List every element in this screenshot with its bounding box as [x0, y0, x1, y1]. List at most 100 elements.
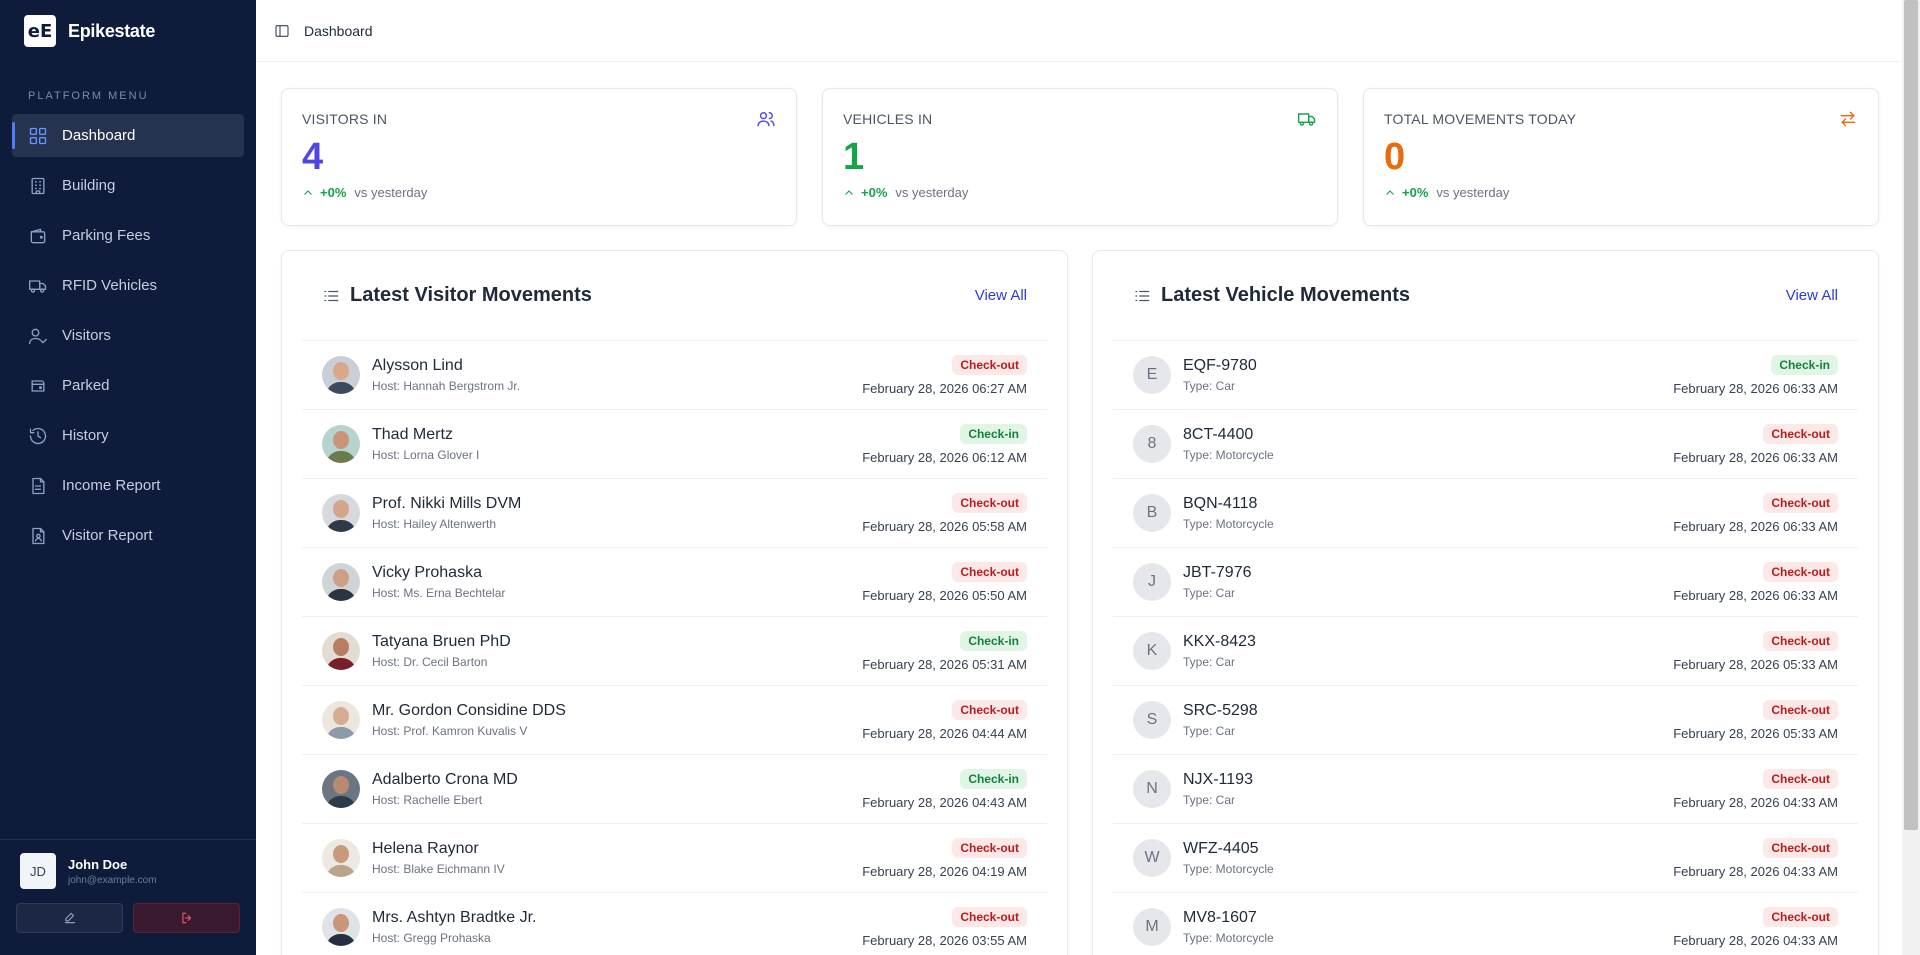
list-icon — [324, 290, 339, 301]
sidebar-item-rfid-vehicles[interactable]: RFID Vehicles — [12, 264, 244, 307]
timestamp: February 28, 2026 05:31 AM — [862, 656, 1027, 672]
swap-icon — [1840, 111, 1856, 127]
visitor-row[interactable]: Mrs. Ashtyn Bradtke Jr. Host: Gregg Proh… — [302, 893, 1047, 955]
status-badge: Check-out — [1763, 837, 1838, 858]
vehicle-type: Type: Car — [1183, 724, 1236, 738]
timestamp: February 28, 2026 06:33 AM — [1673, 380, 1838, 396]
plate-number: 8CT-4400 — [1183, 426, 1254, 443]
sidebar-item-label: Dashboard — [62, 127, 136, 144]
edit-profile-button[interactable] — [16, 903, 123, 933]
status-badge: Check-out — [952, 354, 1027, 375]
vehicle-row[interactable]: W WFZ-4405 Type: Motorcycle Check-out Fe… — [1113, 824, 1858, 893]
avatar[interactable]: JD — [20, 853, 56, 889]
vehicle-type: Type: Car — [1183, 379, 1236, 393]
vehicle-type: Type: Car — [1183, 793, 1236, 807]
vehicle-type: Type: Motorcycle — [1183, 862, 1274, 876]
vehicle-type: Type: Motorcycle — [1183, 517, 1274, 531]
vehicle-row[interactable]: B BQN-4118 Type: Motorcycle Check-out Fe… — [1113, 479, 1858, 548]
sidebar-item-visitors[interactable]: Visitors — [12, 314, 244, 357]
sidebar-item-parked[interactable]: Parked — [12, 364, 244, 407]
visitor-row[interactable]: Tatyana Bruen PhD Host: Dr. Cecil Barton… — [302, 617, 1047, 686]
sidebar-item-income-report[interactable]: Income Report — [12, 464, 244, 507]
timestamp: February 28, 2026 05:33 AM — [1673, 656, 1838, 672]
vehicle-initial: J — [1133, 563, 1171, 601]
avatar — [322, 701, 360, 739]
stat-change: +0% — [861, 185, 888, 200]
history-icon — [29, 427, 47, 444]
users-icon — [757, 112, 775, 127]
sidebar-item-visitor-report[interactable]: Visitor Report — [12, 514, 244, 557]
view-all-visitors-link[interactable]: View All — [974, 287, 1027, 304]
stat-value: 1 — [843, 136, 865, 178]
vehicle-row[interactable]: K KKX-8423 Type: Car Check-out February … — [1113, 617, 1858, 686]
brand[interactable]: eE Epikestate — [0, 0, 256, 62]
status-badge: Check-in — [960, 423, 1027, 444]
avatar — [322, 563, 360, 601]
building-icon — [31, 177, 45, 194]
vehicle-type: Type: Car — [1183, 655, 1236, 669]
vehicle-row[interactable]: J JBT-7976 Type: Car Check-out February … — [1113, 548, 1858, 617]
list-icon — [1135, 290, 1150, 301]
vehicle-row[interactable]: 8 8CT-4400 Type: Motorcycle Check-out Fe… — [1113, 410, 1858, 479]
sidebar-item-history[interactable]: History — [12, 414, 244, 457]
plate-number: SRC-5298 — [1183, 702, 1258, 719]
wallet-icon — [30, 228, 46, 243]
visitor-row[interactable]: Thad Mertz Host: Lorna Glover I Check-in… — [302, 410, 1047, 479]
status-badge: Check-out — [1763, 630, 1838, 651]
plate-number: KKX-8423 — [1183, 633, 1256, 650]
edit-icon — [64, 912, 75, 924]
stat-compare: vs yesterday — [895, 185, 969, 200]
logout-button[interactable] — [133, 903, 240, 933]
view-all-vehicles-link[interactable]: View All — [1785, 287, 1838, 304]
sidebar-item-building[interactable]: Building — [12, 164, 244, 207]
status-badge: Check-in — [1771, 354, 1838, 375]
vehicle-row[interactable]: N NJX-1193 Type: Car Check-out February … — [1113, 755, 1858, 824]
plate-number: NJX-1193 — [1183, 771, 1253, 788]
host-name: Host: Dr. Cecil Barton — [372, 655, 488, 669]
topbar: Dashboard — [256, 0, 1902, 62]
scrollbar-thumb[interactable] — [1904, 0, 1918, 830]
visitor-movements-panel: Latest Visitor Movements View All Alysso… — [281, 250, 1068, 955]
host-name: Host: Hannah Bergstrom Jr. — [372, 379, 521, 393]
vehicle-type: Type: Motorcycle — [1183, 931, 1274, 945]
sidebar-toggle-icon[interactable] — [274, 23, 290, 39]
status-badge: Check-out — [1763, 492, 1838, 513]
stat-compare: vs yesterday — [1436, 185, 1510, 200]
vehicle-row[interactable]: S SRC-5298 Type: Car Check-out February … — [1113, 686, 1858, 755]
car-icon — [31, 379, 45, 392]
stat-card-visitors: VISITORS IN 4 +0% vs yesterday — [281, 88, 797, 226]
grid-icon — [29, 127, 47, 144]
visitor-row[interactable]: Mr. Gordon Considine DDS Host: Prof. Kam… — [302, 686, 1047, 755]
visitor-row[interactable]: Adalberto Crona MD Host: Rachelle Ebert … — [302, 755, 1047, 824]
panel-title: Latest Visitor Movements — [350, 284, 592, 306]
user-check-icon — [29, 328, 47, 344]
vehicle-movements-panel: Latest Vehicle Movements View All E EQF-… — [1092, 250, 1879, 955]
vehicle-initial: E — [1133, 356, 1171, 394]
sidebar: eE Epikestate PLATFORM MENU Dashboard Bu… — [0, 0, 256, 955]
vehicle-initial: B — [1133, 494, 1171, 532]
vehicle-initial: W — [1133, 839, 1171, 877]
status-badge: Check-out — [1763, 423, 1838, 444]
status-badge: Check-in — [960, 768, 1027, 789]
host-name: Host: Rachelle Ebert — [372, 793, 483, 807]
visitor-name: Alysson Lind — [372, 357, 463, 374]
vehicle-row[interactable]: E EQF-9780 Type: Car Check-in February 2… — [1113, 341, 1858, 410]
visitor-row[interactable]: Vicky Prohaska Host: Ms. Erna Bechtelar … — [302, 548, 1047, 617]
user-email: john@example.com — [68, 874, 157, 886]
stat-change: +0% — [1402, 185, 1429, 200]
visitor-name: Mr. Gordon Considine DDS — [372, 702, 566, 719]
stat-card-vehicles: VEHICLES IN 1 +0% vs yesterday — [822, 88, 1338, 226]
avatar — [322, 425, 360, 463]
vehicle-row[interactable]: M MV8-1607 Type: Motorcycle Check-out Fe… — [1113, 893, 1858, 955]
status-badge: Check-out — [952, 492, 1027, 513]
visitor-row[interactable]: Prof. Nikki Mills DVM Host: Hailey Alten… — [302, 479, 1047, 548]
scrollbar[interactable] — [1902, 0, 1920, 955]
truck-icon — [1297, 113, 1316, 126]
avatar — [322, 839, 360, 877]
timestamp: February 28, 2026 05:33 AM — [1673, 725, 1838, 741]
visitor-row[interactable]: Alysson Lind Host: Hannah Bergstrom Jr. … — [302, 341, 1047, 410]
sidebar-item-parking-fees[interactable]: Parking Fees — [12, 214, 244, 257]
timestamp: February 28, 2026 04:19 AM — [862, 863, 1027, 879]
visitor-row[interactable]: Helena Raynor Host: Blake Eichmann IV Ch… — [302, 824, 1047, 893]
sidebar-item-dashboard[interactable]: Dashboard — [12, 114, 244, 157]
